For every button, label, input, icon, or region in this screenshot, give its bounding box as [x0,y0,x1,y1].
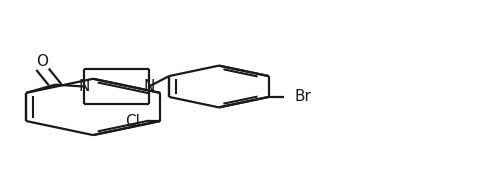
Text: N: N [78,79,90,94]
Text: N: N [143,79,155,94]
Text: O: O [37,55,49,70]
Text: Br: Br [294,89,311,104]
Text: Cl: Cl [125,113,140,128]
